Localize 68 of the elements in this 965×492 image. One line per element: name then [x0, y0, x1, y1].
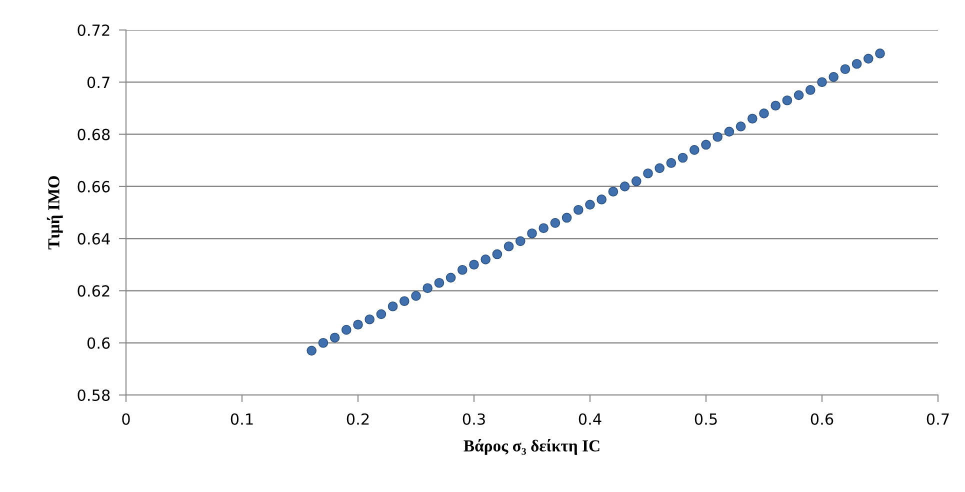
point: [515, 236, 526, 246]
point: [863, 54, 874, 64]
point: [457, 264, 468, 275]
point: [469, 260, 479, 270]
point: [875, 48, 885, 58]
point: [840, 64, 850, 74]
point: [492, 249, 502, 260]
point: [852, 58, 862, 69]
point: [585, 200, 595, 210]
y-tick-label: 0.7: [87, 76, 110, 88]
point: [666, 158, 676, 168]
x-axis-title: Βάρος σ₃ δείκτη IC: [464, 438, 600, 455]
y-tick-label: 0.66: [78, 180, 110, 192]
point: [643, 168, 653, 178]
x-tick-label: 0.6: [810, 413, 834, 425]
y-axis-title: Τιμή IMO: [46, 176, 63, 250]
point: [620, 182, 630, 192]
x-tick-label: 0: [122, 413, 130, 425]
point: [422, 283, 433, 294]
point: [712, 132, 723, 142]
point: [770, 100, 781, 111]
point: [724, 126, 734, 137]
point: [388, 301, 398, 312]
y-tick-label: 0.72: [78, 24, 110, 36]
y-tick-label: 0.68: [78, 128, 110, 140]
point: [376, 309, 386, 320]
point: [527, 228, 537, 238]
y-tick-label: 0.62: [78, 285, 110, 297]
x-tick-label: 0.2: [346, 413, 369, 425]
point: [678, 152, 688, 163]
x-tick-label: 0.3: [462, 413, 485, 425]
point: [817, 77, 827, 88]
point: [828, 72, 839, 82]
point: [608, 186, 618, 197]
point: [701, 140, 711, 150]
point: [654, 163, 665, 174]
x-tick-label: 0.7: [926, 413, 949, 425]
point: [504, 241, 514, 252]
point: [747, 114, 758, 124]
point: [446, 272, 456, 283]
point: [364, 314, 375, 324]
point: [596, 194, 607, 204]
point: [689, 145, 700, 155]
point: [330, 332, 340, 343]
point: [353, 320, 363, 330]
point: [736, 122, 746, 132]
point: [573, 204, 584, 215]
point: [306, 346, 317, 356]
point: [434, 278, 444, 288]
point: [341, 324, 352, 335]
x-tick-label: 0.1: [230, 413, 253, 425]
point: [550, 218, 560, 228]
point: [399, 296, 410, 306]
point: [794, 90, 804, 100]
x-tick-label: 0.4: [578, 413, 602, 425]
point: [538, 223, 549, 234]
point: [805, 85, 816, 95]
point: [562, 212, 572, 223]
point: [782, 95, 792, 106]
point: [480, 254, 491, 264]
y-tick-label: 0.64: [78, 233, 110, 245]
x-tick-label: 0.5: [694, 413, 717, 425]
y-tick-label: 0.6: [87, 337, 110, 349]
y-tick-label: 0.58: [78, 389, 110, 402]
point: [411, 291, 421, 301]
point: [631, 176, 642, 186]
point: [759, 108, 769, 118]
point: [318, 338, 328, 348]
